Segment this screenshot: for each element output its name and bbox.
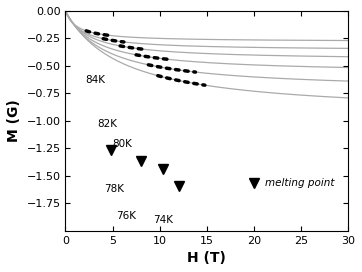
Text: 84K: 84K — [85, 75, 105, 85]
Y-axis label: M (G): M (G) — [7, 100, 21, 142]
X-axis label: H (T): H (T) — [187, 251, 226, 265]
Text: melting point: melting point — [265, 178, 334, 188]
Text: 82K: 82K — [97, 119, 118, 129]
Text: 76K: 76K — [116, 211, 136, 221]
Text: 80K: 80K — [113, 139, 132, 149]
Text: 74K: 74K — [153, 215, 173, 225]
Text: 78K: 78K — [104, 184, 124, 194]
